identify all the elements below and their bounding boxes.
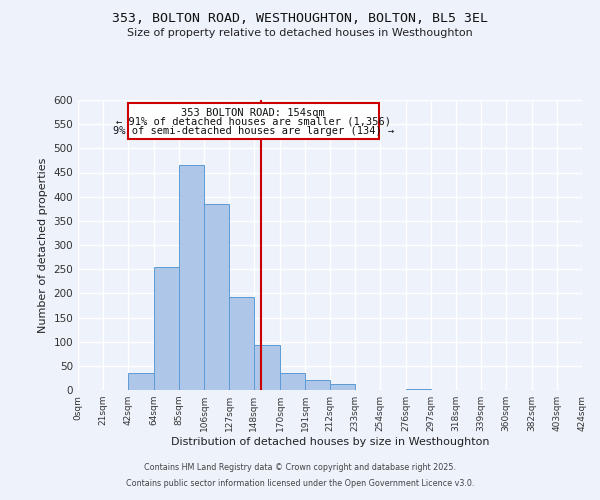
Bar: [179, 165, 204, 390]
Text: Size of property relative to detached houses in Westhoughton: Size of property relative to detached ho…: [127, 28, 473, 38]
Y-axis label: Number of detached properties: Number of detached properties: [38, 158, 48, 332]
FancyBboxPatch shape: [128, 104, 379, 138]
Bar: [254, 345, 280, 390]
Bar: [154, 267, 179, 390]
Bar: [229, 297, 254, 390]
Text: 9% of semi-detached houses are larger (134) →: 9% of semi-detached houses are larger (1…: [113, 126, 394, 136]
Text: ← 91% of detached houses are smaller (1,356): ← 91% of detached houses are smaller (1,…: [116, 117, 391, 127]
Bar: [204, 204, 229, 390]
Text: Contains public sector information licensed under the Open Government Licence v3: Contains public sector information licen…: [126, 478, 474, 488]
Bar: [280, 373, 305, 390]
Text: 353, BOLTON ROAD, WESTHOUGHTON, BOLTON, BL5 3EL: 353, BOLTON ROAD, WESTHOUGHTON, BOLTON, …: [112, 12, 488, 26]
X-axis label: Distribution of detached houses by size in Westhoughton: Distribution of detached houses by size …: [171, 437, 489, 447]
Text: 353 BOLTON ROAD: 154sqm: 353 BOLTON ROAD: 154sqm: [181, 108, 325, 118]
Bar: [406, 389, 431, 390]
Bar: [330, 384, 355, 390]
Bar: [305, 380, 330, 390]
Bar: [128, 373, 154, 390]
Text: Contains HM Land Registry data © Crown copyright and database right 2025.: Contains HM Land Registry data © Crown c…: [144, 464, 456, 472]
